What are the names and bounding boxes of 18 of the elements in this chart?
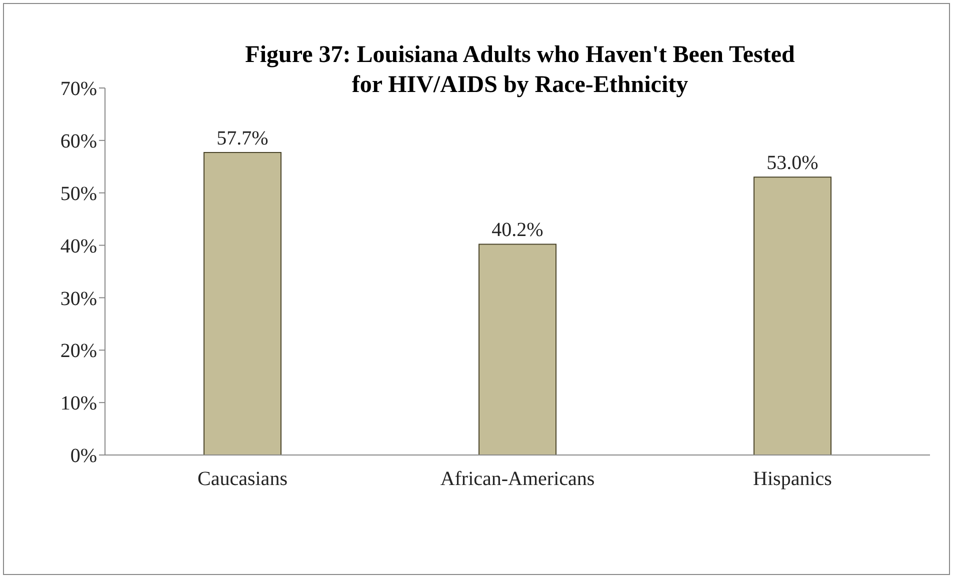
x-tick-label: Caucasians [198,468,288,490]
y-tick-label: 40% [60,235,97,258]
y-tick-label: 0% [70,445,97,468]
data-label: 53.0% [766,152,818,174]
chart-title: Figure 37: Louisiana Adults who Haven't Been Tested for HIV/AIDS by Race-Ethnicity [244,41,796,100]
y-tick-label: 50% [60,182,97,205]
bar [204,152,282,455]
data-label: 40.2% [492,219,544,242]
y-tick-label: 10% [60,392,97,415]
y-tick-label: 20% [60,340,97,362]
bar [754,176,832,455]
y-tick-label: 70% [60,78,97,100]
y-tick-label: 30% [60,288,97,310]
data-label: 57.7% [216,127,268,150]
bar [478,244,556,455]
y-tick-label: 60% [60,130,97,153]
x-tick-label: African-Americans [440,468,595,490]
x-tick-label: Hispanics [753,468,832,490]
